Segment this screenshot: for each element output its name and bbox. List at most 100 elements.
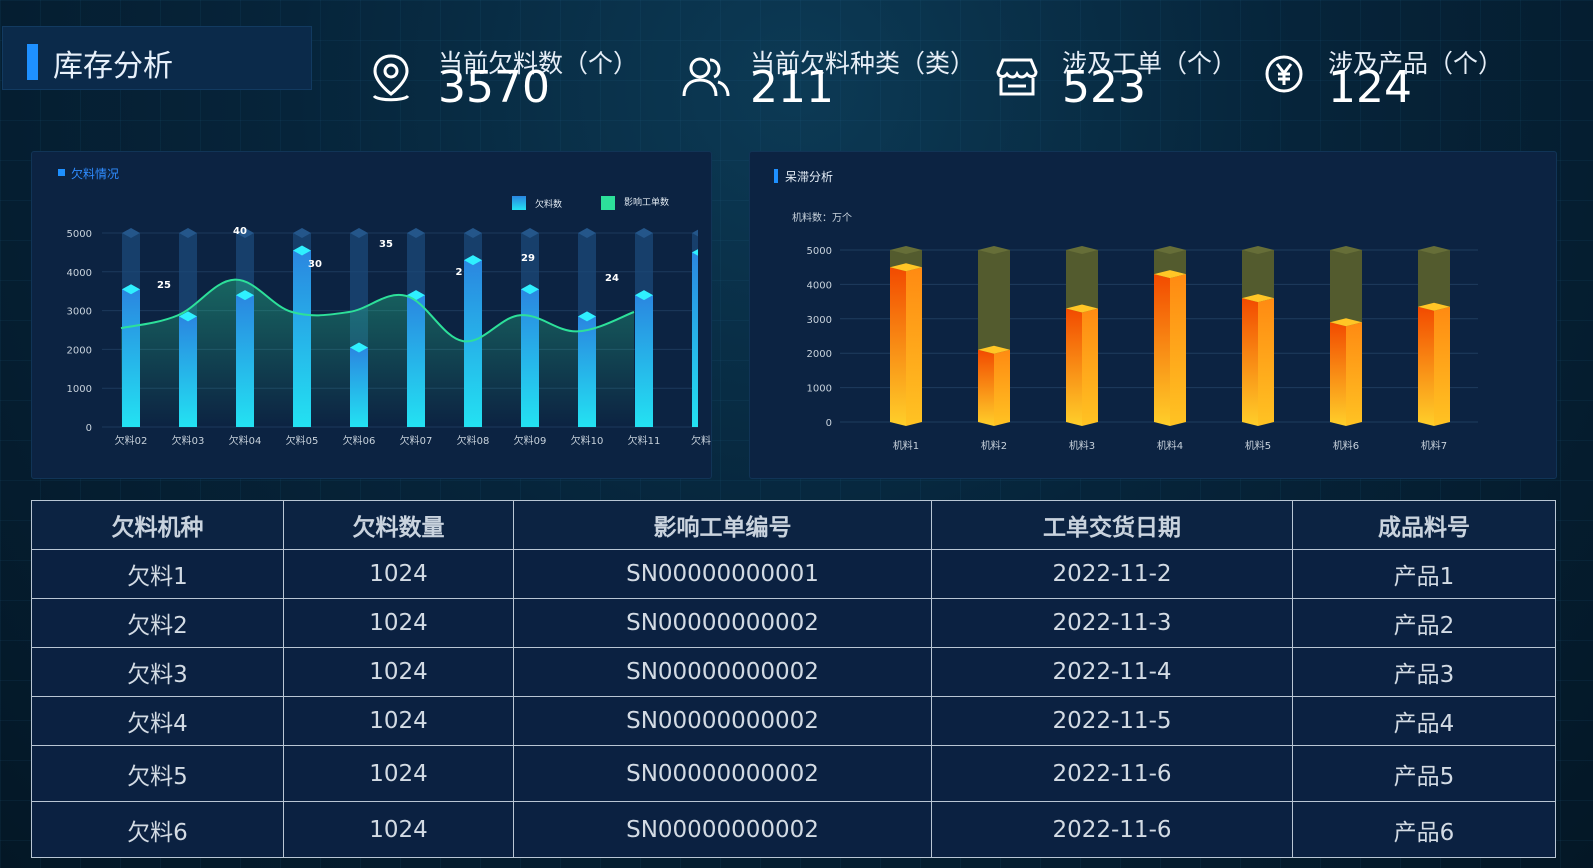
table-cell: 产品1 xyxy=(1292,549,1556,599)
table-cell: 产品4 xyxy=(1292,696,1556,746)
x-tick-label: 欠料10 xyxy=(571,434,604,447)
bar-background-cap xyxy=(1418,246,1450,254)
data-label: 25 xyxy=(157,280,171,291)
stat-shortage-types: 当前欠料种类（类） 211 xyxy=(680,42,980,113)
table-cell: 1024 xyxy=(283,745,514,802)
y-tick-label: 3000 xyxy=(807,315,832,326)
bar-background-cap xyxy=(350,228,368,238)
table-header-row: 欠料机种 欠料数量 影响工单编号 工单交货日期 成品料号 xyxy=(31,500,1556,550)
table-cell: 欠料5 xyxy=(31,745,284,802)
column-header: 工单交货日期 xyxy=(931,500,1293,550)
bar-background-cap xyxy=(122,228,140,238)
stat-value: 523 xyxy=(1062,62,1146,113)
bar-side xyxy=(1258,298,1274,426)
location-pin-icon xyxy=(372,54,410,102)
stat-label: 当前欠料种类（类） xyxy=(750,49,976,78)
table-cell: 1024 xyxy=(283,549,514,599)
bar-background-cap xyxy=(464,228,482,238)
x-tick-label: 机料3 xyxy=(1069,439,1095,452)
table-cell: 2022-11-3 xyxy=(931,598,1293,648)
bar-cap xyxy=(1066,304,1098,313)
bar-cap xyxy=(1418,302,1450,311)
y-tick-label: 2000 xyxy=(67,345,92,356)
table-cell: 欠料1 xyxy=(31,549,284,599)
table-row[interactable]: 欠料1 1024 SN00000000001 2022-11-2 产品1 xyxy=(31,549,1556,599)
bar-side xyxy=(1434,306,1450,426)
panel-title-marker xyxy=(58,169,65,176)
table-cell: SN00000000002 xyxy=(513,647,932,697)
data-label: 24 xyxy=(605,273,619,284)
x-tick-label: 欠料04 xyxy=(229,434,262,447)
table-row[interactable]: 欠料3 1024 SN00000000002 2022-11-4 产品3 xyxy=(31,647,1556,697)
bar xyxy=(236,295,254,427)
bar-cap xyxy=(521,284,539,295)
bar xyxy=(978,349,994,426)
bar-cap xyxy=(1242,294,1274,303)
y-tick-label: 0 xyxy=(86,423,92,434)
stat-label: 涉及工单（个） xyxy=(1062,49,1238,78)
bar xyxy=(407,295,425,427)
bar-cap xyxy=(122,284,140,295)
bar-background-cap xyxy=(1066,246,1098,254)
table-cell: SN00000000002 xyxy=(513,801,932,858)
bar-side xyxy=(1170,274,1186,426)
bar-cap xyxy=(978,345,1010,354)
legend-swatch-bar xyxy=(512,196,526,210)
stat-label: 涉及产品（个） xyxy=(1328,49,1504,78)
y-tick-label: 4000 xyxy=(807,280,832,291)
data-label: 35 xyxy=(379,239,393,250)
stat-work-orders: 涉及工单（个） 523 xyxy=(992,42,1252,113)
bar xyxy=(635,295,653,427)
table-cell: 产品2 xyxy=(1292,598,1556,648)
x-tick-label: 机料6 xyxy=(1333,439,1359,452)
table-cell: SN00000000002 xyxy=(513,696,932,746)
x-tick-label: 机料5 xyxy=(1245,439,1271,452)
x-tick-label: 欠料11 xyxy=(628,434,661,447)
bar xyxy=(1330,322,1346,426)
bar-cap xyxy=(890,263,922,272)
table-cell: SN00000000002 xyxy=(513,745,932,802)
bar-background-cap xyxy=(407,228,425,238)
table-cell: 1024 xyxy=(283,801,514,858)
table-cell: 产品6 xyxy=(1292,801,1556,858)
bar-cap xyxy=(635,290,653,301)
table-row[interactable]: 欠料2 1024 SN00000000002 2022-11-3 产品2 xyxy=(31,598,1556,648)
table-row[interactable]: 欠料4 1024 SN00000000002 2022-11-5 产品4 xyxy=(31,696,1556,746)
x-tick-label: 欠料06 xyxy=(343,434,376,447)
table-row[interactable]: 欠料5 1024 SN00000000002 2022-11-6 产品5 xyxy=(31,745,1556,802)
bar xyxy=(692,252,698,427)
y-tick-label: 5000 xyxy=(807,246,832,257)
bar-background-cap xyxy=(179,228,197,238)
table-cell: 1024 xyxy=(283,647,514,697)
column-header: 影响工单编号 xyxy=(513,500,932,550)
table-cell: 2022-11-2 xyxy=(931,549,1293,599)
stagnant-chart: 机料数：万个 0 1000 2000 3000 4000 5000 机料1 机料2 机料3 机料4 机… xyxy=(792,211,1478,452)
stat-label: 当前欠料数（个） xyxy=(438,49,639,78)
bar-background-cap xyxy=(635,228,653,238)
bar-background-cap xyxy=(890,246,922,254)
data-label: 2 xyxy=(456,267,463,278)
x-tick-label: 欠料09 xyxy=(514,434,547,447)
x-tick-label: 欠料02 xyxy=(115,434,148,447)
column-header: 欠料机种 xyxy=(31,500,284,550)
table-row[interactable]: 欠料6 1024 SN00000000002 2022-11-6 产品6 xyxy=(31,801,1556,858)
bar-cap xyxy=(1154,270,1186,279)
column-header: 欠料数量 xyxy=(283,500,514,550)
panel-title-marker xyxy=(774,169,778,183)
panel-title: 欠料情况 xyxy=(71,167,120,181)
y-tick-label: 2000 xyxy=(807,349,832,360)
table-cell: SN00000000001 xyxy=(513,549,932,599)
bar-background-cap xyxy=(236,228,254,238)
y-tick-label: 3000 xyxy=(67,307,92,318)
x-tick-label: 欠料07 xyxy=(400,434,433,447)
bar xyxy=(350,347,368,427)
bar-cap xyxy=(464,255,482,266)
legend-label: 欠料数 xyxy=(535,198,562,210)
y-tick-label: 1000 xyxy=(807,384,832,395)
bar-background-cap xyxy=(578,228,596,238)
bar xyxy=(293,250,311,427)
bar-background-cap xyxy=(1154,246,1186,254)
bar xyxy=(1242,298,1258,426)
bar-background-cap xyxy=(293,228,311,238)
bar xyxy=(521,289,539,427)
